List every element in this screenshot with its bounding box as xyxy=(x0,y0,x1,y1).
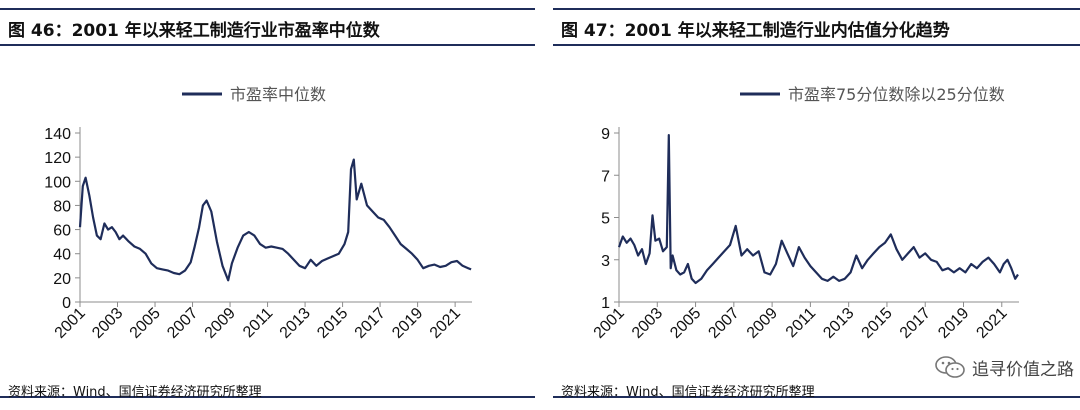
y-tick-label: 20 xyxy=(53,271,71,288)
figure-47-title-bar: 图 47：2001 年以来轻工制造行业内估值分化趋势 xyxy=(553,8,1080,46)
y-tick-label: 5 xyxy=(601,211,610,228)
y-tick-label: 120 xyxy=(44,150,71,167)
legend: 市盈率中位数 xyxy=(182,85,326,104)
x-tick-label: 2019 xyxy=(935,305,972,342)
x-tick-label: 2001 xyxy=(591,305,628,342)
figure-47-title: 图 47：2001 年以来轻工制造行业内估值分化趋势 xyxy=(561,21,950,41)
x-tick-label: 2013 xyxy=(277,305,314,342)
y-tick-label: 0 xyxy=(62,295,71,312)
series-line-0 xyxy=(617,134,1019,285)
legend: 市盈率75分位数除以25分位数 xyxy=(740,85,1005,104)
x-tick-label: 2017 xyxy=(897,305,934,342)
x-tick-label: 2019 xyxy=(389,305,426,342)
x-tick-label: 2005 xyxy=(667,305,704,342)
x-tick-label: 2013 xyxy=(820,305,857,342)
figure-47-source: 资料来源：Wind、国信证券经济研究所整理 xyxy=(561,385,815,400)
x-tick-label: 2007 xyxy=(705,305,742,342)
x-tick-label: 2011 xyxy=(783,305,819,341)
x-tick-label: 2011 xyxy=(240,305,276,341)
x-tick-label: 2015 xyxy=(859,305,896,342)
legend-label: 市盈率中位数 xyxy=(230,85,326,104)
x-tick-label: 2021 xyxy=(973,305,1010,342)
figure-46-source: 资料来源：Wind、国信证券经济研究所整理 xyxy=(8,385,262,400)
x-tick-label: 2007 xyxy=(164,305,201,342)
legend-label: 市盈率75分位数除以25分位数 xyxy=(788,85,1005,104)
x-tick-label: 2009 xyxy=(744,305,781,342)
y-tick-label: 3 xyxy=(601,253,610,270)
x-tick-label: 2003 xyxy=(89,305,126,342)
y-tick-label: 80 xyxy=(53,198,71,215)
x-tick-label: 2009 xyxy=(202,305,239,342)
figure-47-panel: 图 47：2001 年以来轻工制造行业内估值分化趋势 市盈率75分位数除以25分… xyxy=(553,0,1080,410)
y-tick-label: 9 xyxy=(601,126,610,143)
y-tick-label: 140 xyxy=(44,126,71,143)
y-tick-label: 100 xyxy=(44,174,71,191)
watermark: 追寻价值之路 xyxy=(934,354,1074,380)
x-tick-label: 2017 xyxy=(352,305,389,342)
watermark-text: 追寻价值之路 xyxy=(972,359,1074,380)
figure-47-source-divider: 资料来源：Wind、国信证券经济研究所整理 xyxy=(553,385,1080,400)
x-tick-label: 2021 xyxy=(427,305,464,342)
series-line-0 xyxy=(78,158,472,282)
x-tick-label: 2015 xyxy=(314,305,351,342)
wechat-icon xyxy=(935,356,965,378)
figure-46-source-divider: 资料来源：Wind、国信证券经济研究所整理 xyxy=(0,385,535,400)
y-tick-label: 7 xyxy=(601,168,610,185)
pe-median-chart: 市盈率中位数 0 20 40 60 80 100 120 140 2001 2003 2005 2007… xyxy=(44,85,472,342)
figure-46-title-bar: 图 46：2001 年以来轻工制造行业市盈率中位数 xyxy=(0,8,535,46)
figure-46-panel: 图 46：2001 年以来轻工制造行业市盈率中位数 市盈率中位数 0 20 40 60 8… xyxy=(0,0,535,410)
x-tick-label: 2005 xyxy=(127,305,164,342)
y-tick-label: 1 xyxy=(601,295,610,312)
x-tick-label: 2001 xyxy=(52,305,89,342)
y-tick-label: 40 xyxy=(53,247,71,264)
x-tick-label: 2003 xyxy=(629,305,666,342)
y-tick-label: 60 xyxy=(53,223,71,240)
figure-46-title: 图 46：2001 年以来轻工制造行业市盈率中位数 xyxy=(8,21,380,41)
valuation-dispersion-chart: 市盈率75分位数除以25分位数 1 3 5 7 9 2001 2003 2005 2007 2009… xyxy=(591,85,1019,342)
